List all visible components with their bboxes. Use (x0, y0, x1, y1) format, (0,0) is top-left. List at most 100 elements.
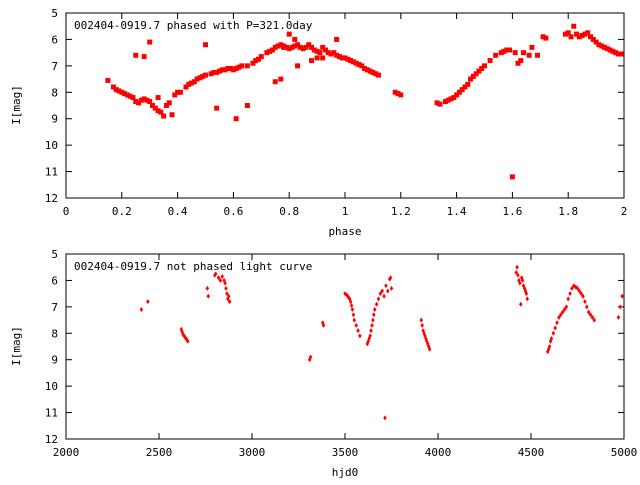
phased-data-point (521, 50, 527, 56)
phased-data-point (454, 92, 460, 98)
unphased-data-point (139, 307, 144, 312)
unphased-data-point (378, 291, 383, 297)
phased-y-tick-label: 8 (51, 86, 58, 99)
unphased-data-point (374, 301, 379, 307)
unphased-data-point (420, 322, 424, 328)
phased-data-point (275, 43, 281, 49)
phased-data-point (317, 50, 323, 56)
phased-data-point (320, 44, 326, 50)
phased-data-point (203, 42, 208, 48)
phased-data-point (493, 52, 499, 58)
phased-data-point (348, 58, 354, 64)
phased-data-point (571, 23, 577, 29)
unphased-data-point (371, 317, 375, 323)
unphased-data-point (514, 270, 518, 275)
phased-data-point (250, 60, 256, 66)
phased-data-point (278, 42, 284, 48)
phased-x-tick-label: 1.2 (391, 205, 411, 218)
phased-data-point (353, 60, 359, 66)
phased-data-point (119, 89, 125, 95)
phased-data-point (124, 92, 130, 98)
phased-data-point (448, 96, 454, 102)
unphased-data-point (616, 314, 621, 320)
phased-y-tick-label: 6 (51, 33, 58, 46)
unphased-data-point (384, 283, 388, 289)
phased-data-point (487, 58, 493, 64)
unphased-y-tick-label: 5 (51, 248, 58, 261)
phased-data-point (194, 76, 200, 82)
phased-y-tick-label: 12 (45, 192, 58, 205)
unphased-data-point (560, 309, 565, 315)
phased-data-point (191, 79, 197, 85)
phased-data-point (599, 43, 605, 49)
phased-data-points (105, 23, 624, 180)
phased-data-point (152, 105, 158, 111)
phased-data-point (518, 58, 524, 64)
unphased-data-point (388, 275, 393, 281)
unphased-data-point (590, 314, 595, 320)
phased-data-point (144, 97, 150, 103)
unphased-data-point (213, 271, 218, 277)
phased-data-point (147, 39, 153, 45)
phased-y-tick-label: 9 (51, 113, 58, 126)
unphased-data-point (372, 312, 376, 318)
phased-x-tick-label: 0 (63, 205, 70, 218)
phased-data-point (314, 48, 320, 54)
phased-data-point (562, 31, 568, 37)
unphased-data-point (205, 285, 210, 291)
phased-y-tick-label: 5 (51, 7, 58, 20)
phased-data-point (155, 95, 161, 101)
phased-data-point (476, 68, 482, 74)
unphased-y-tick-label: 8 (51, 327, 58, 340)
phased-data-point (163, 103, 169, 108)
phased-data-point (565, 30, 571, 36)
phased-data-point (509, 174, 515, 180)
phased-x-tick-label: 0.2 (112, 205, 132, 218)
unphased-data-point (518, 280, 522, 286)
unphased-data-point (369, 328, 373, 334)
phased-data-point (568, 34, 574, 40)
phased-data-point (398, 92, 404, 98)
phased-y-tick-label: 10 (45, 139, 58, 152)
phased-data-point (482, 63, 487, 69)
phased-data-point (258, 54, 264, 60)
phased-y-tick-label: 7 (51, 60, 58, 73)
phased-data-point (593, 39, 599, 45)
phased-data-point (373, 71, 379, 77)
phased-data-point (442, 99, 448, 105)
unphased-data-point (218, 277, 223, 283)
unphased-data-point (220, 273, 224, 279)
phased-data-point (116, 88, 122, 94)
phased-data-point (138, 97, 144, 103)
phased-data-point (113, 87, 119, 93)
phased-data-point (311, 47, 317, 53)
phased-data-point (297, 44, 303, 50)
phased-data-point (540, 34, 546, 40)
phased-data-point (253, 58, 259, 64)
phased-data-point (473, 71, 479, 77)
phased-data-point (189, 80, 195, 86)
phased-data-point (462, 84, 468, 90)
phased-data-point (141, 54, 147, 60)
phased-data-point (289, 44, 295, 50)
phased-x-tick-label: 1.6 (502, 205, 522, 218)
unphased-data-point (352, 317, 357, 323)
phased-data-point (211, 69, 217, 75)
phased-data-point (177, 89, 183, 95)
unphased-data-point (386, 288, 390, 294)
unphased-x-axis: 2000 2500 3000 3500 4000 4500 5000 (53, 254, 637, 459)
phased-data-point (345, 56, 351, 62)
unphased-data-point (559, 312, 563, 318)
phased-data-point (342, 55, 348, 61)
phased-data-point (392, 89, 398, 95)
unphased-data-point (515, 264, 519, 270)
unphased-data-point (549, 336, 554, 342)
unphased-data-point (370, 322, 374, 328)
phased-data-point (437, 101, 443, 107)
phased-data-point (498, 50, 504, 56)
phased-data-point (339, 55, 345, 61)
phased-data-point (479, 66, 485, 71)
unphased-data-point (575, 285, 580, 291)
unphased-x-axis-label: hjd0 (332, 466, 359, 479)
unphased-x-tick-label: 4500 (518, 446, 545, 459)
